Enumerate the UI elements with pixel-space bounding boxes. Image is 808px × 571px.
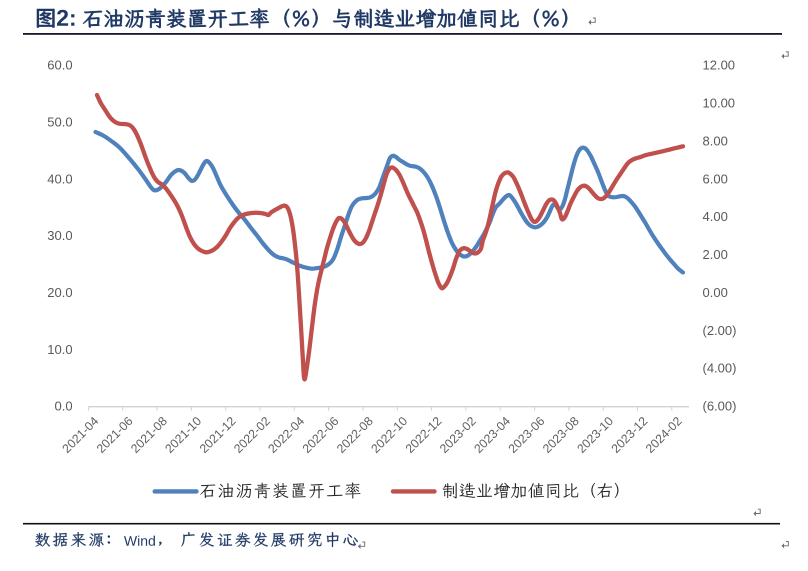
svg-text:0.0: 0.0 <box>55 399 73 414</box>
svg-text:6.00: 6.00 <box>703 171 728 186</box>
svg-text:10.0: 10.0 <box>47 342 72 357</box>
svg-text:12.00: 12.00 <box>703 58 736 73</box>
svg-text:20.0: 20.0 <box>47 285 72 300</box>
svg-text:30.0: 30.0 <box>47 228 72 243</box>
svg-text:(4.00): (4.00) <box>703 361 737 376</box>
svg-text:4.00: 4.00 <box>703 209 728 224</box>
svg-text:0.00: 0.00 <box>703 285 728 300</box>
svg-text:(6.00): (6.00) <box>703 399 737 414</box>
svg-text:10.00: 10.00 <box>703 96 736 111</box>
svg-text:8.00: 8.00 <box>703 133 728 148</box>
svg-text:40.0: 40.0 <box>47 171 72 186</box>
svg-text:2.00: 2.00 <box>703 247 728 262</box>
svg-text:50.0: 50.0 <box>47 114 72 129</box>
svg-text:60.0: 60.0 <box>47 58 72 73</box>
svg-text:(2.00): (2.00) <box>703 323 737 338</box>
